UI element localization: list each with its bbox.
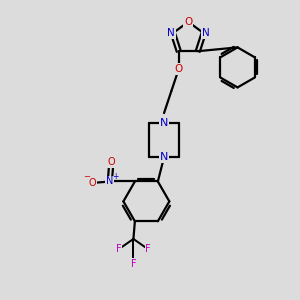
Text: N: N: [167, 28, 175, 38]
Text: −: −: [83, 172, 90, 182]
Text: N: N: [106, 176, 113, 187]
Text: O: O: [107, 158, 115, 167]
Text: O: O: [88, 178, 96, 188]
Text: N: N: [202, 28, 210, 38]
Text: N: N: [160, 118, 168, 128]
Text: N: N: [160, 152, 168, 162]
Text: F: F: [130, 259, 136, 269]
Text: O: O: [175, 64, 183, 74]
Text: F: F: [116, 244, 122, 254]
Text: O: O: [184, 17, 192, 27]
Text: +: +: [112, 172, 118, 181]
Text: F: F: [145, 244, 151, 254]
